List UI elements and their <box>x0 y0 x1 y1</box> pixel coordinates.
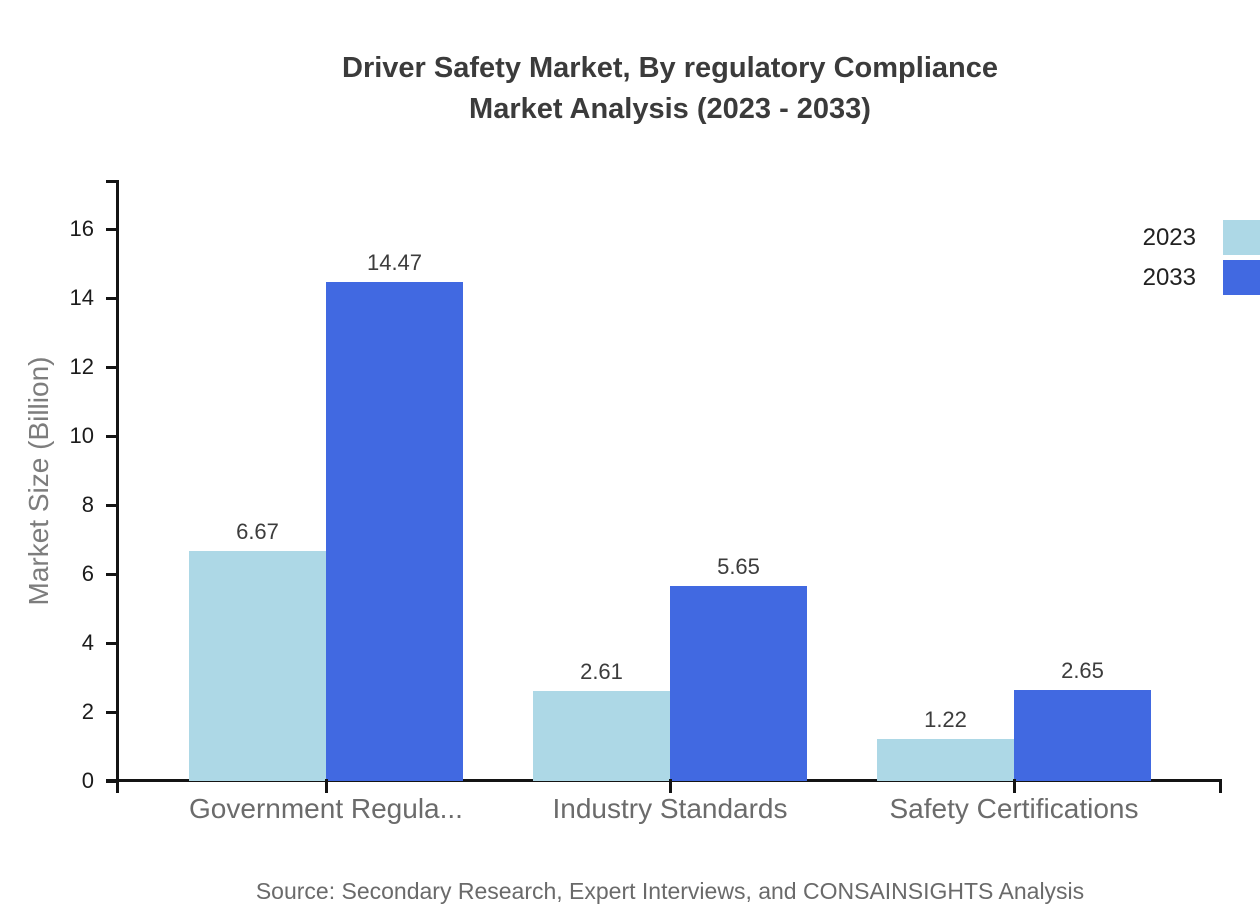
y-tick <box>106 435 118 438</box>
bar-value-label: 1.22 <box>924 706 967 732</box>
bar-2023-group1 <box>189 550 326 781</box>
x-tick <box>1013 779 1016 793</box>
y-tick <box>106 228 118 231</box>
legend-item-2033: 2033 <box>1143 260 1260 295</box>
y-tick <box>106 711 118 714</box>
y-tick-label: 12 <box>69 354 94 379</box>
bar-2033-group2 <box>670 586 807 781</box>
legend-label-2023: 2023 <box>1142 223 1196 251</box>
legend-swatch-2033 <box>1223 260 1260 295</box>
bar-2023-group3 <box>877 738 1014 781</box>
legend-label-2033: 2033 <box>1142 263 1196 291</box>
x-category-label: Safety Certifications <box>889 793 1139 824</box>
y-axis-top-cap <box>106 180 118 183</box>
x-tick <box>669 779 672 793</box>
chart-title-line2: Market Analysis (2023 - 2033) <box>469 93 871 125</box>
chart-title: Driver Safety Market, By regulatory Comp… <box>80 48 1260 130</box>
y-tick <box>106 366 118 369</box>
y-tick-label: 6 <box>81 561 94 586</box>
bar-value-label: 2.61 <box>580 659 623 684</box>
y-tick-label: 8 <box>81 492 94 517</box>
y-tick-label: 10 <box>69 423 94 448</box>
bar-value-label: 5.65 <box>717 554 760 580</box>
y-tick-label: 16 <box>69 216 94 241</box>
y-axis-line <box>116 180 119 793</box>
bar-value-label: 2.65 <box>1061 657 1104 683</box>
bar-value-label: 14.47 <box>366 249 423 275</box>
x-axis-end-cap <box>1219 779 1222 793</box>
bar-2033-group3 <box>1014 689 1151 781</box>
y-tick-label: 4 <box>81 630 94 655</box>
bar-value-label: 6.67 <box>236 518 279 544</box>
y-tick <box>106 297 118 300</box>
y-tick <box>106 504 118 507</box>
y-tick-label: 14 <box>69 285 94 310</box>
x-category-label: Industry Standards <box>552 793 788 824</box>
y-tick-label: 2 <box>81 699 94 724</box>
legend-swatch-2023 <box>1223 220 1260 255</box>
y-tick <box>106 573 118 576</box>
bar-2033-group1 <box>326 281 463 781</box>
y-tick <box>106 642 118 645</box>
chart-title-line1: Driver Safety Market, By regulatory Comp… <box>342 52 998 84</box>
legend: 2023 2033 <box>1143 220 1260 300</box>
source-note: Source: Secondary Research, Expert Inter… <box>255 878 1085 904</box>
bar-2023-group2 <box>533 691 670 781</box>
legend-item-2023: 2023 <box>1143 220 1260 255</box>
x-tick <box>325 779 328 793</box>
x-category-label: Government Regula... <box>189 793 463 824</box>
y-tick-label: 0 <box>81 768 94 793</box>
